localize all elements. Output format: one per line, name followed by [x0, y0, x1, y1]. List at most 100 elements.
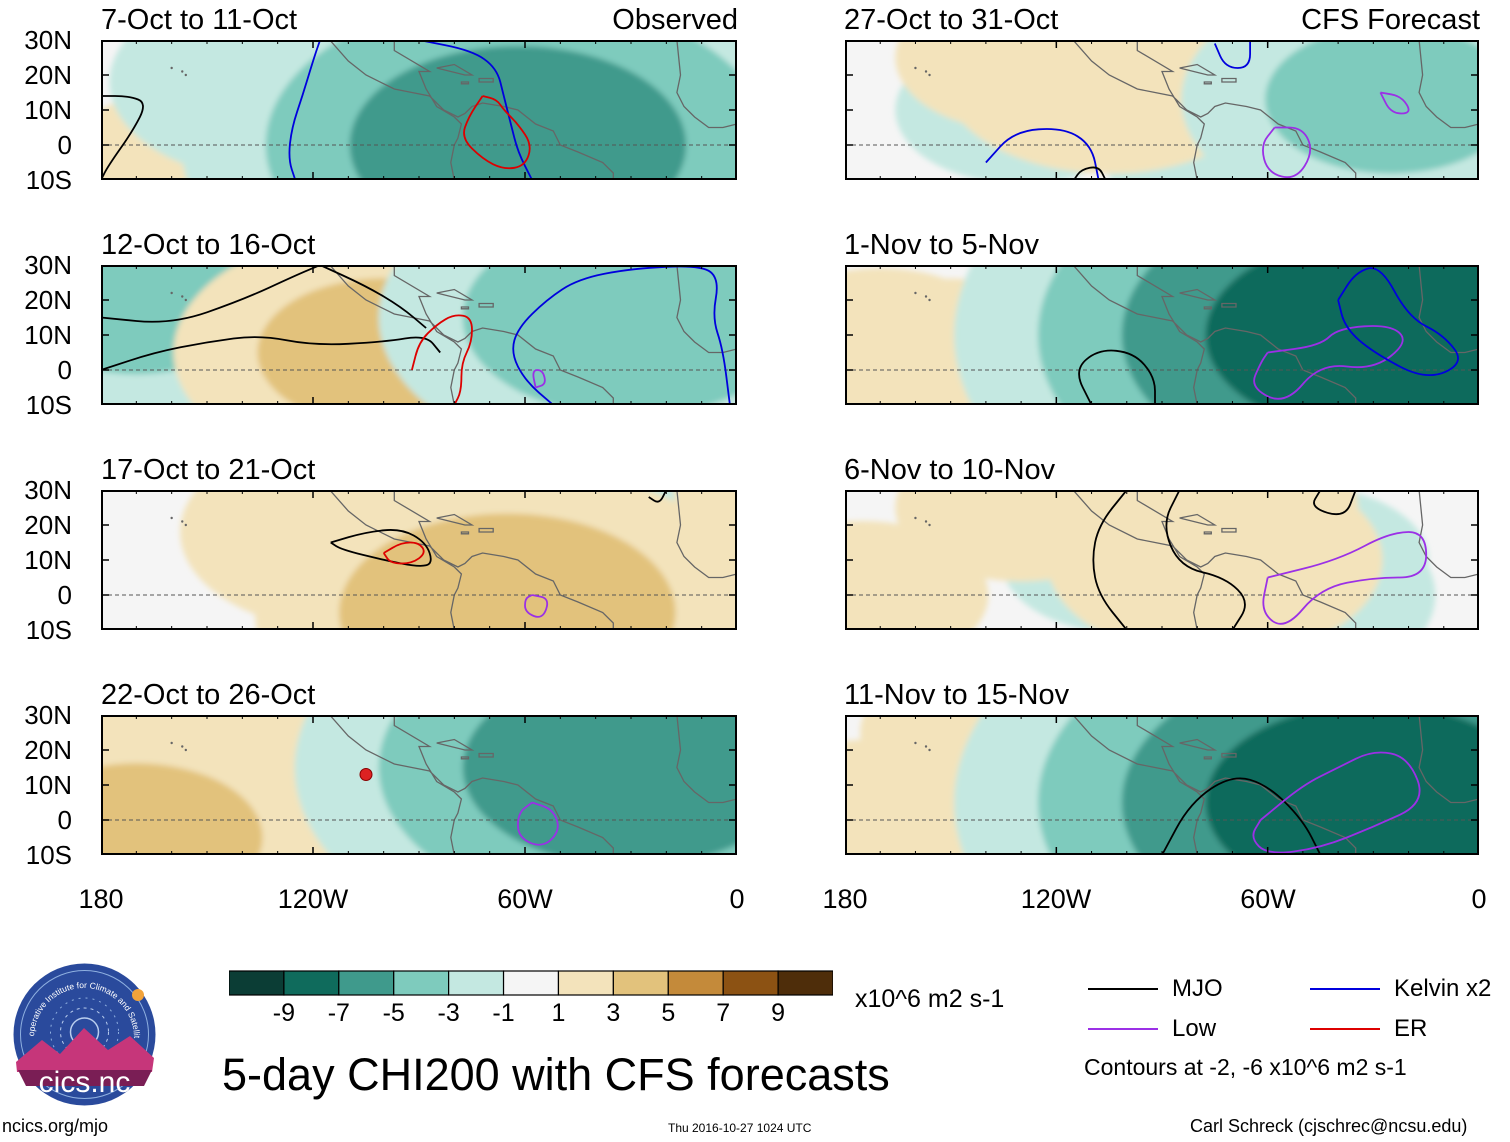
- map-panel: [845, 715, 1479, 855]
- panel-title: 12-Oct to 16-Oct: [101, 229, 316, 261]
- map-frame: [845, 715, 1479, 855]
- lon-tick-label: 120W: [277, 884, 349, 914]
- map-frame: [845, 265, 1479, 405]
- island: [170, 66, 173, 70]
- anomaly-shade: [1205, 265, 1479, 405]
- coastline: [1418, 265, 1479, 354]
- coastline: [478, 752, 494, 758]
- contour-low: [1252, 751, 1421, 854]
- map-panel: [845, 490, 1479, 630]
- coastline: [1179, 63, 1218, 76]
- anomaly-shade: [101, 763, 263, 855]
- contour-low: [1379, 91, 1410, 115]
- colorbar-tick-label: 7: [716, 999, 731, 1027]
- legend-line-low: [1088, 1028, 1158, 1030]
- map-panel: [845, 40, 1479, 180]
- coastline: [436, 738, 475, 751]
- lon-tick-label: 0: [1471, 884, 1487, 914]
- legend-line-mjo: [1088, 988, 1158, 990]
- legend-label: MJO: [1172, 975, 1223, 1002]
- lat-tick-label: 10N: [24, 770, 72, 800]
- contour-kelvin-x2: [1213, 40, 1251, 69]
- contour-mjo: [1161, 777, 1322, 855]
- coastline: [1221, 752, 1237, 758]
- colorbar-tick-label: -3: [437, 999, 460, 1027]
- lat-tick-label: 10N: [24, 95, 72, 125]
- contour-low: [1253, 325, 1404, 400]
- coastline: [1418, 490, 1479, 579]
- island: [924, 520, 928, 523]
- anomaly-shade: [349, 46, 687, 180]
- contour-mjo: [101, 336, 441, 371]
- panel-title: 22-Oct to 26-Oct: [101, 679, 316, 711]
- colorbar-swatch: [777, 970, 833, 996]
- colorbar-tick-label: 5: [661, 999, 676, 1027]
- lon-tick-label: 120W: [1020, 884, 1092, 914]
- coastline: [1221, 77, 1237, 83]
- map-frame: [101, 490, 737, 630]
- island: [184, 298, 187, 302]
- lon-tick-label: 180: [822, 884, 868, 914]
- panel-title: 17-Oct to 21-Oct: [101, 454, 316, 486]
- legend-line-kelvin-x2: [1310, 988, 1380, 990]
- island: [181, 745, 184, 748]
- lat-tick-label: 0: [57, 805, 72, 835]
- contour-low: [1262, 531, 1428, 625]
- lon-tick-label: 0: [729, 884, 745, 914]
- lat-tick-label: 30N: [24, 250, 72, 280]
- colorbar-swatch: [667, 970, 724, 996]
- map-frame: [845, 40, 1479, 180]
- colorbar-swatch: [283, 970, 340, 996]
- lat-tick-label: 20N: [24, 285, 72, 315]
- anomaly-shade: [1265, 40, 1479, 174]
- contour-er: [411, 314, 473, 405]
- coastline: [676, 715, 737, 804]
- coastline: [676, 490, 737, 579]
- contour-mjo: [648, 490, 668, 503]
- panel-title: 11-Nov to 15-Nov: [844, 679, 1070, 711]
- island: [181, 520, 184, 523]
- lat-tick-label: 10S: [25, 390, 72, 420]
- lon-tick-label: 180: [78, 884, 124, 914]
- map-frame: [845, 490, 1479, 630]
- lat-tick-label: 30N: [24, 700, 72, 730]
- colorbar-tick-label: 1: [551, 999, 566, 1027]
- colorbar-swatch: [448, 970, 505, 996]
- coastline: [478, 77, 494, 83]
- lat-tick-label: 20N: [24, 510, 72, 540]
- coastline: [478, 527, 494, 533]
- island: [914, 291, 917, 295]
- cics-logo: Cooperative Institute for Climate and Sa…: [9, 954, 157, 1107]
- coastline: [295, 715, 614, 855]
- footer-url: ncics.org/mjo: [2, 1116, 109, 1136]
- contour-mjo: [101, 95, 144, 180]
- contour-kelvin-x2: [512, 265, 731, 405]
- contour-mjo: [101, 265, 321, 323]
- contour-er: [463, 95, 531, 170]
- lat-tick-label: 0: [57, 355, 72, 385]
- legend-label: Kelvin x2: [1394, 975, 1492, 1002]
- lon-tick-label: 60W: [497, 884, 553, 914]
- anomaly-shade: [845, 521, 989, 630]
- storm-icon: [359, 768, 373, 781]
- coastline: [460, 306, 470, 310]
- map-panel: [101, 265, 737, 405]
- coastline: [295, 490, 614, 630]
- footer-author: Carl Schreck (cjschrec@ncsu.edu): [1190, 1116, 1468, 1136]
- map-panel: [845, 265, 1479, 405]
- coastline: [1418, 715, 1479, 804]
- footer-timestamp: Thu 2016-10-27 1024 UTC: [668, 1121, 812, 1135]
- panel-title: 7-Oct to 11-Oct: [101, 4, 298, 36]
- coastline: [460, 756, 470, 760]
- coastline: [1203, 756, 1212, 760]
- legend-label: ER: [1394, 1015, 1428, 1042]
- panel-title: 1-Nov to 5-Nov: [844, 229, 1040, 261]
- island: [181, 295, 184, 298]
- island: [914, 516, 917, 520]
- contour-kelvin-x2: [1337, 267, 1459, 377]
- lat-tick-label: 30N: [24, 475, 72, 505]
- coastline: [436, 288, 475, 301]
- coastline: [436, 63, 475, 76]
- anomaly-shade: [1047, 490, 1383, 630]
- island: [928, 73, 931, 77]
